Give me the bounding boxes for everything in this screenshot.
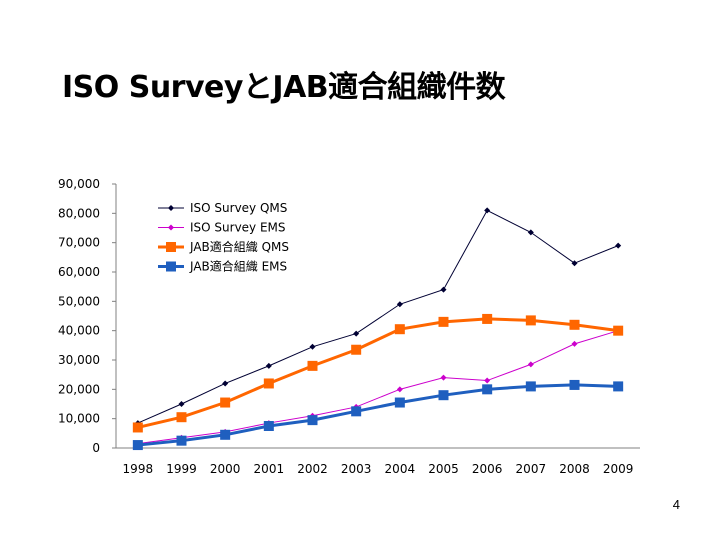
data-point (222, 380, 229, 387)
series-line (137, 209, 619, 424)
data-point (176, 435, 187, 446)
data-point (178, 401, 185, 407)
x-tick-label: 2006 (472, 462, 503, 476)
data-point (482, 384, 493, 395)
data-point (569, 319, 580, 330)
data-point (307, 415, 318, 426)
data-point (484, 207, 491, 214)
x-tick-label: 2001 (254, 462, 285, 476)
data-point (307, 360, 318, 371)
y-axis: 0 10,000 20,000 30,000 40,000 50,000 60,000 70,… (58, 177, 117, 455)
data-point (438, 316, 449, 327)
data-point (440, 286, 447, 293)
data-point (353, 330, 360, 337)
data-point (168, 224, 174, 231)
data-point (351, 406, 362, 417)
data-point (220, 397, 231, 408)
y-tick-label: 20,000 (58, 382, 100, 396)
x-tick-label: 2002 (297, 462, 328, 476)
data-point (394, 397, 405, 408)
data-point (220, 429, 231, 440)
legend: ISO Survey QMS ISO Survey EMS JAB適合組織 QMS J… (158, 201, 289, 274)
x-tick-label: 2004 (385, 462, 416, 476)
data-point (263, 378, 274, 389)
data-point (525, 381, 536, 392)
data-point (527, 229, 534, 236)
y-tick-label: 10,000 (58, 412, 100, 426)
x-tick-label: 1999 (166, 462, 197, 476)
data-point (484, 377, 491, 384)
series-line (137, 383, 619, 447)
slide-title: ISO SurveyとJAB適合組織件数 (62, 70, 506, 105)
series-line (137, 317, 619, 429)
legend-item: JAB適合組織 EMS (158, 259, 287, 274)
data-point (132, 422, 143, 433)
data-point (263, 421, 274, 431)
data-point (569, 379, 580, 390)
data-point (168, 205, 174, 211)
legend-item: ISO Survey EMS (158, 221, 286, 235)
data-point (394, 324, 405, 335)
x-tick-label: 2005 (428, 462, 459, 476)
x-tick-label: 2003 (341, 462, 372, 476)
series-4 (132, 379, 624, 451)
data-point (265, 362, 272, 369)
data-point (613, 325, 624, 336)
data-point (166, 242, 176, 252)
series-line (137, 330, 619, 445)
x-tick-label: 2009 (603, 462, 634, 476)
data-point (132, 440, 143, 451)
legend-label: JAB適合組織 QMS (189, 239, 289, 254)
legend-item: JAB適合組織 QMS (158, 239, 289, 254)
x-tick-label: 1998 (123, 462, 154, 476)
y-tick-label: 70,000 (58, 236, 100, 250)
data-point (396, 386, 403, 393)
legend-item: ISO Survey QMS (158, 201, 287, 215)
legend-label: ISO Survey EMS (190, 221, 286, 235)
x-tick-label: 2007 (516, 462, 547, 476)
page-number: 4 (672, 497, 680, 512)
data-point (525, 315, 536, 326)
x-tick-label: 2008 (559, 462, 590, 476)
series-lines (132, 207, 624, 451)
y-tick-label: 90,000 (58, 177, 100, 191)
data-point (615, 242, 622, 249)
y-tick-label: 30,000 (58, 353, 100, 367)
data-point (440, 374, 447, 381)
data-point (438, 390, 449, 401)
data-point (571, 340, 578, 347)
data-point (613, 381, 624, 392)
series-3 (132, 313, 624, 433)
x-tick-label: 2000 (210, 462, 241, 476)
data-point (176, 412, 187, 423)
data-point (166, 261, 176, 272)
data-point (396, 301, 403, 308)
legend-label: ISO Survey QMS (190, 201, 287, 215)
y-tick-label: 80,000 (58, 206, 100, 220)
data-point (571, 260, 578, 267)
y-tick-label: 0 (92, 441, 100, 455)
data-point (309, 343, 316, 350)
y-tick-label: 50,000 (58, 294, 100, 308)
y-tick-label: 40,000 (58, 324, 100, 338)
data-point (482, 313, 493, 324)
legend-label: JAB適合組織 EMS (189, 259, 287, 274)
data-point (527, 361, 534, 368)
y-tick-label: 60,000 (58, 265, 100, 279)
data-point (351, 344, 362, 355)
x-axis: 1998 1999 2000 2001 2002 2003 2004 2005 2006 2007… (116, 447, 640, 476)
